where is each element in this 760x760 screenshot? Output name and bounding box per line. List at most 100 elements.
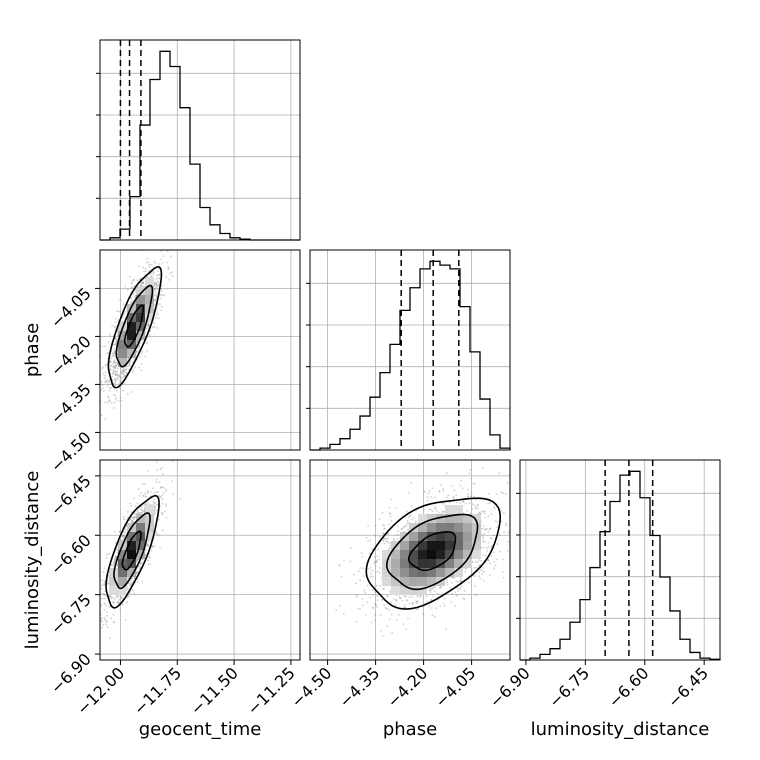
sample-point [153, 507, 156, 510]
sample-point [160, 512, 163, 515]
sample-point [103, 377, 106, 379]
sample-point [456, 581, 459, 583]
sample-point [110, 617, 113, 620]
sample-point [421, 612, 424, 615]
sample-point [119, 373, 121, 376]
sample-point [419, 594, 422, 597]
sample-point [118, 601, 120, 604]
contour-line [407, 530, 457, 572]
sample-point [114, 374, 117, 376]
density-cell [418, 532, 427, 541]
sample-point [480, 559, 483, 562]
sample-point [126, 288, 129, 291]
density-cell [136, 550, 145, 559]
sample-point [447, 494, 450, 496]
sample-point [430, 607, 433, 609]
sample-point [124, 528, 127, 531]
sample-point [129, 583, 132, 586]
sample-point [127, 595, 129, 598]
sample-point [493, 507, 496, 510]
density-cell [109, 577, 118, 586]
sample-point [428, 605, 431, 607]
density-cell [436, 559, 445, 568]
sample-point [107, 341, 110, 344]
y-axis-label-luminosity-distance: luminosity_distance [22, 471, 43, 650]
sample-point [179, 498, 182, 500]
sample-point [482, 554, 485, 557]
sample-point [153, 260, 155, 263]
sample-point [478, 571, 481, 574]
sample-point [427, 492, 430, 495]
density-cell [136, 541, 145, 550]
sample-point [391, 631, 394, 634]
sample-point [122, 389, 124, 392]
sample-point [458, 588, 461, 590]
sample-point [408, 602, 411, 605]
sample-point [383, 542, 386, 545]
sample-point [384, 527, 386, 530]
density-cell [127, 331, 136, 340]
density-cell [145, 505, 154, 514]
sample-point [374, 619, 376, 622]
sample-point [101, 383, 104, 386]
sample-point [101, 626, 103, 629]
sample-point [136, 351, 139, 353]
sample-point [109, 360, 112, 363]
sample-point [379, 535, 381, 538]
sample-point [409, 515, 411, 518]
sample-point [138, 347, 141, 349]
sample-point [108, 594, 111, 597]
sample-point [114, 374, 117, 376]
sample-point [113, 621, 116, 624]
sample-point [116, 373, 119, 376]
sample-point [487, 546, 490, 549]
sample-point [161, 498, 164, 501]
density-cell [409, 586, 418, 595]
sample-point [141, 284, 143, 286]
sample-point [155, 278, 158, 280]
sample-point [154, 288, 157, 291]
sample-point [116, 564, 119, 566]
sample-point [156, 327, 159, 329]
sample-point [120, 539, 123, 541]
sample-point [159, 505, 162, 508]
sample-point [117, 601, 119, 604]
sample-point [375, 560, 378, 563]
sample-point [442, 488, 444, 490]
sample-point [361, 567, 364, 570]
sample-point [117, 319, 120, 322]
sample-point [357, 607, 359, 610]
sample-point [120, 372, 123, 375]
sample-point [385, 607, 388, 610]
sample-point [490, 554, 493, 557]
sample-point [487, 558, 490, 561]
sample-point [143, 270, 145, 273]
density-cell [463, 523, 472, 532]
sample-point [415, 608, 418, 611]
contour-line [105, 494, 160, 609]
sample-point [502, 558, 504, 561]
sample-point [484, 529, 486, 531]
sample-point [145, 544, 148, 546]
density-cell [472, 550, 481, 559]
sample-point [138, 345, 141, 348]
sample-point [442, 489, 445, 492]
sample-point [141, 281, 144, 284]
sample-point [119, 396, 122, 399]
sample-point [136, 560, 138, 563]
sample-point [132, 517, 135, 520]
sample-point [446, 583, 449, 586]
sample-point [157, 277, 160, 279]
sample-point [117, 595, 119, 598]
sample-point [462, 500, 465, 503]
sample-point [130, 580, 132, 582]
sample-point [115, 364, 117, 367]
sample-point [125, 367, 128, 370]
sample-point [491, 544, 493, 547]
sample-point [114, 366, 117, 369]
density-cell [136, 295, 145, 304]
sample-point [112, 353, 115, 355]
sample-point [154, 511, 156, 514]
sample-point [135, 558, 138, 561]
sample-point [449, 586, 451, 589]
